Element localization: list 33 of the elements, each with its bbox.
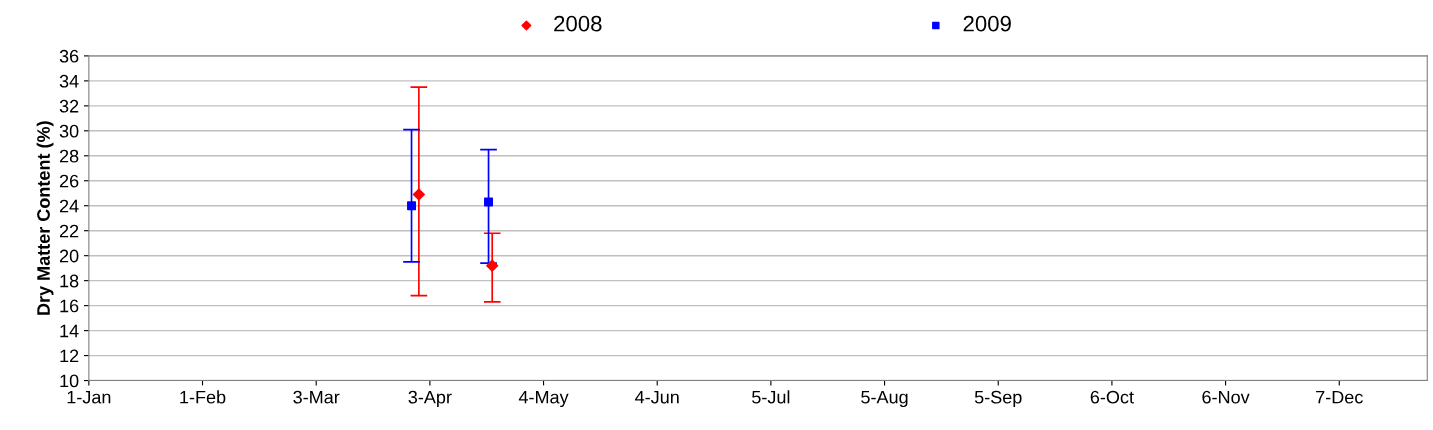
y-axis-title: Dry Matter Content (%) [36, 121, 54, 315]
point [412, 188, 425, 201]
x-tick-label: 6-Oct [1090, 390, 1134, 404]
x-tick-label: 1-Feb [180, 390, 226, 404]
y-tick-label: 36 [59, 49, 79, 63]
legend-label: 2009 [963, 15, 1011, 32]
y-tick-label: 12 [60, 349, 79, 363]
x-tick-label: 5-Aug [861, 390, 908, 408]
y-tick-label: 18 [60, 274, 79, 288]
x-tick-label: 4-May [518, 390, 569, 408]
x-tick-label: 7-Dec [1316, 390, 1363, 404]
point [407, 201, 417, 211]
x-tick-label: 5-Jul [752, 390, 790, 404]
point [486, 259, 499, 272]
y-tick-label: 32 [59, 99, 79, 113]
y-tick-label: 28 [59, 149, 79, 163]
x-tick-label: 1-Jan [67, 390, 111, 404]
y-tick-label: 10 [60, 374, 79, 388]
y-tick-label: 24 [59, 199, 79, 213]
x-tick-label: 6-Nov [1202, 390, 1250, 404]
point [484, 197, 494, 207]
y-tick-label: 20 [59, 249, 79, 263]
y-tick-label: 26 [59, 174, 79, 188]
y-tick-label: 30 [59, 124, 79, 138]
legend-label: 2008 [554, 15, 602, 32]
x-tick-label: 4-Jun [635, 390, 679, 404]
y-tick-label: 22 [59, 224, 79, 238]
x-tick-label: 3-Mar [293, 390, 340, 404]
y-tick-label: 14 [60, 324, 79, 338]
y-tick-label: 34 [59, 74, 79, 88]
y-tick-label: 16 [60, 299, 79, 313]
x-tick-label: 3-Apr [408, 390, 452, 408]
x-tick-label: 5-Sep [974, 390, 1022, 408]
